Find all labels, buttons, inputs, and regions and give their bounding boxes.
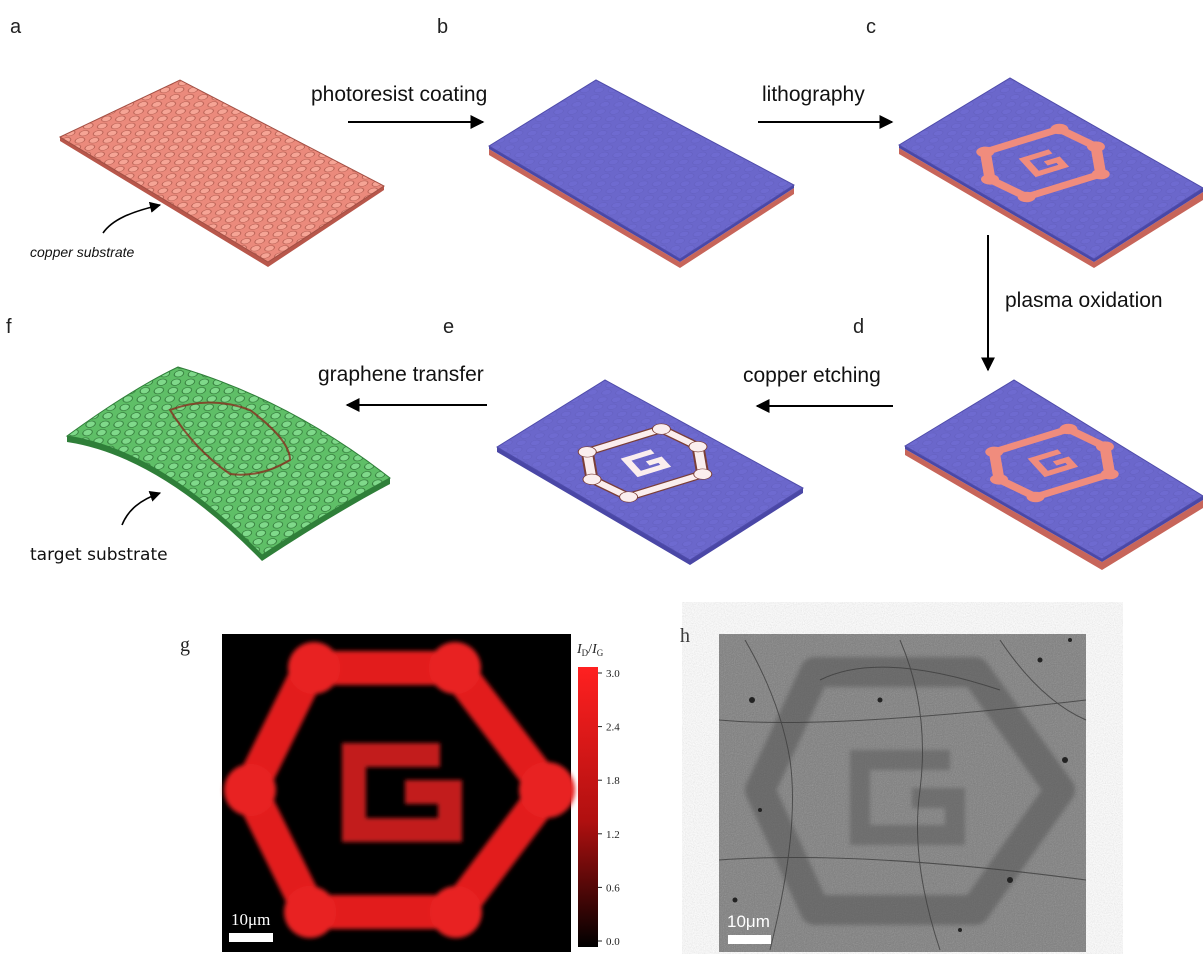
colorbar-title-i1: I [576,642,583,657]
raman-scale-label: 10μm [231,910,270,929]
copper-substrate-label: copper substrate [30,244,134,260]
step-label-lithography: lithography [762,83,865,106]
panel-b: b [437,16,795,268]
panel-e: e [443,316,804,565]
copper-substrate-top [58,79,385,263]
panel-e-resist-edge [497,447,803,565]
graphene-sheet [65,366,391,556]
step-etching: copper etching [743,364,893,413]
step-lithography: lithography [758,83,894,129]
photoresist-layer [488,79,795,260]
colorbar-title-i2: I [591,642,598,657]
panel-label-f: f [6,316,12,338]
panel-label-c: c [866,16,876,38]
sem-pattern [745,657,1075,925]
panel-e-pattern [577,423,713,503]
panel-c: c [866,16,1203,268]
panel-b-resist-edge [489,146,794,262]
colorbar-title-slash: / [588,642,592,657]
colorbar-tick-label: 0.6 [606,882,620,894]
panel-f: f target substrate [6,316,391,565]
colorbar-tick-label: 3.0 [606,668,620,680]
graphene-pattern-region [168,401,292,476]
raman-scale-bar [229,933,273,942]
colorbar-ticks: 3.0 2.4 1.8 1.2 0.6 0.0 [598,668,620,948]
colorbar-tick-label: 0.0 [606,936,620,948]
step-label-plasma: plasma oxidation [1005,289,1163,312]
target-substrate-label: target substrate [30,545,168,565]
panel-label-a: a [10,16,22,38]
panel-label-d: d [853,316,864,338]
colorbar-tick-label: 1.2 [606,829,620,841]
colorbar-title-g: G [597,648,604,658]
step-label-transfer: graphene transfer [318,363,484,386]
colorbar [578,667,598,947]
copper-pointer-arrow [102,201,162,234]
panel-h: h 10μm [680,625,1087,952]
step-plasma: plasma oxidation [981,235,1163,372]
panel-label-g: g [180,634,190,656]
step-transfer: graphene transfer [318,363,487,412]
colorbar-title-d: D [582,648,589,658]
sem-cracks [718,639,1087,951]
panel-d: d [853,316,1203,570]
target-pointer-arrow [121,491,162,526]
sem-scale-bar [728,935,771,944]
colorbar-tick-label: 2.4 [606,722,620,734]
step-photoresist: photoresist coating [311,83,487,129]
panel-label-b: b [437,16,448,38]
sem-dark-spots [732,638,1072,932]
sem-scale-label: 10μm [727,912,770,931]
step-label-photoresist: photoresist coating [311,83,487,106]
colorbar-tick-label: 1.8 [606,775,620,787]
panel-d-pattern [985,423,1119,503]
step-label-etching: copper etching [743,364,881,387]
panel-label-e: e [443,316,454,338]
colorbar-title: ID/IG [576,642,604,658]
target-substrate-side [262,478,390,561]
panel-g: g 10μm ID/IG 3.02.41.81.20.60.0 [180,634,620,952]
panel-c-pattern [976,123,1110,203]
panel-label-h: h [680,625,690,647]
panel-a: a copper substrate [10,16,385,267]
raman-map-pattern [224,642,575,938]
panel-b-copper-edge [489,149,794,268]
